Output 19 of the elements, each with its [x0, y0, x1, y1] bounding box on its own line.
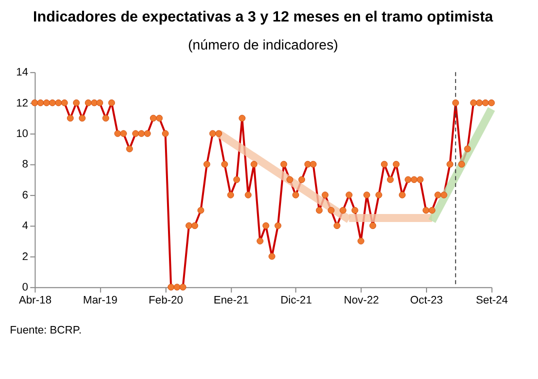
- x-tick-label: Oct-23: [410, 294, 443, 306]
- y-tick-label: 12: [16, 97, 28, 110]
- y-tick-label: 0: [22, 282, 28, 294]
- source-note: Fuente: BCRP.: [10, 324, 82, 337]
- y-tick-label: 8: [22, 158, 28, 171]
- y-tick-label: 4: [22, 220, 28, 232]
- y-tick-label: 6: [22, 189, 28, 202]
- y-tick-label: 10: [16, 128, 28, 140]
- y-tick-label: 2: [22, 250, 28, 263]
- x-tick-label: Feb-20: [148, 294, 184, 306]
- x-tick-label: Ene-21: [214, 294, 249, 306]
- x-tick-label: Nov-22: [344, 294, 379, 306]
- x-tick-label: Dic-21: [280, 294, 312, 306]
- x-tick-label: Mar-19: [83, 294, 118, 306]
- chart-subtitle: (número de indicadores): [188, 36, 338, 52]
- x-tick-label: Abr-18: [18, 294, 52, 306]
- chart-title: Indicadores de expectativas a 3 y 12 meses en el tramo optimista: [33, 10, 494, 26]
- x-tick-label: Set-24: [476, 294, 508, 306]
- y-tick-label: 14: [16, 66, 28, 79]
